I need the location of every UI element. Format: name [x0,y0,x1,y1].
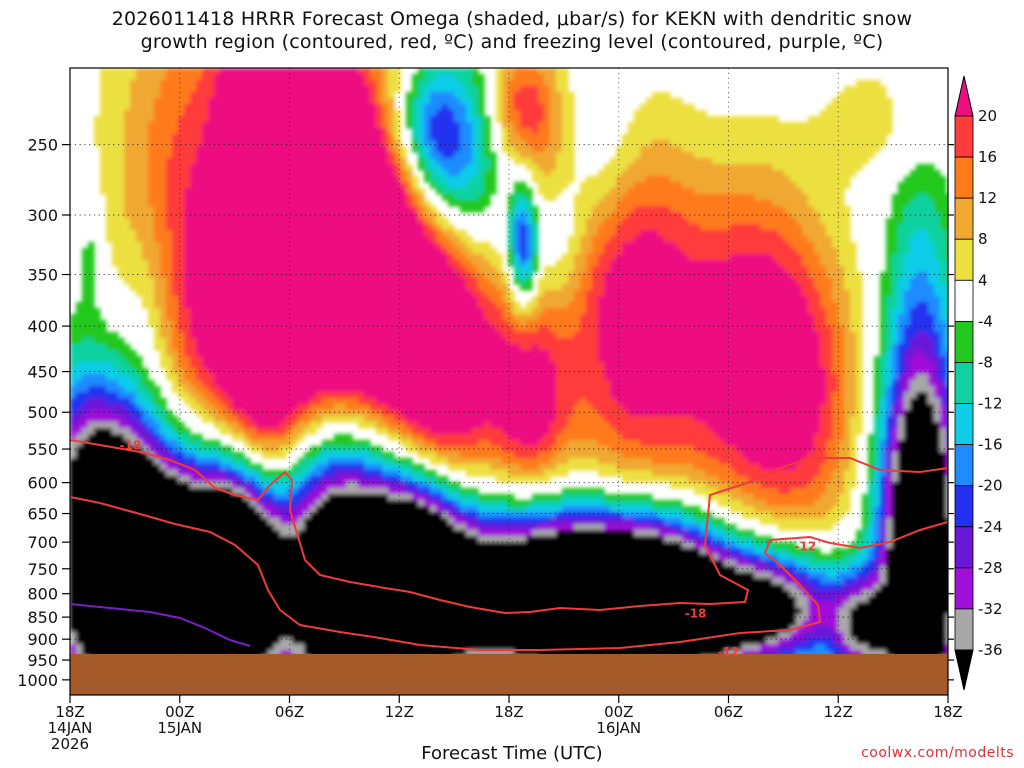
y-tick-label: 700 [27,533,58,552]
plot-area [70,68,948,695]
contour-label: -18 [685,606,707,620]
colorbar-bin [954,485,974,528]
colorbar-label: -24 [978,518,1003,536]
colorbar-bin [954,403,974,446]
y-tick-label: 350 [27,266,58,285]
colorbar-label: 20 [978,107,997,125]
y-tick-label: 450 [27,363,58,382]
credit-text: coolwx.com/modelts [861,745,1014,761]
x-tick-label: 18Z [494,703,523,721]
x-tick-label: 00Z [165,703,194,721]
colorbar-label: -4 [978,312,993,330]
colorbar-label: -36 [978,641,1003,659]
omega-shading [70,68,948,695]
colorbar-bin [954,156,974,199]
y-tick-label: 850 [27,608,58,627]
y-tick-label: 950 [27,651,58,670]
y-tick-label: 900 [27,630,58,649]
colorbar-label: 8 [978,230,988,248]
x-tick-label: 00Z [604,703,633,721]
colorbar-label: -32 [978,600,1003,618]
contour-label: -12 [794,540,816,554]
x-tick-label: 18Z [55,703,84,721]
colorbar-bin [954,608,974,651]
colorbar-label: -16 [978,436,1003,454]
y-tick-label: 550 [27,440,58,459]
y-tick-label: 600 [27,474,58,493]
colorbar-label: 12 [978,189,997,207]
ground-below-surface [70,653,948,695]
colorbar: 20 16 12 8 4 -4 -8 -12 -16 -20 -24 -28 -32 -36 [954,75,1003,691]
x-tick-label: 18Z [933,703,962,721]
colorbar-bin [954,444,974,487]
y-tick-label: 650 [27,505,58,524]
chart-title-line-1: 2026011418 HRRR Forecast Omega (shaded, … [111,8,913,30]
y-tick-label: 800 [27,585,58,604]
contour-labels: -18 -18 -12 -12 [120,439,817,659]
colorbar-bin [954,567,974,610]
y-tick-label: 400 [27,317,58,336]
contour-label: -12 [718,645,740,659]
y-tick-label: 500 [27,403,58,422]
x-tick-label: 15JAN [157,719,202,737]
x-axis-label: Forecast Time (UTC) [421,743,603,764]
x-tick-label: 06Z [275,703,304,721]
x-tick-label: 12Z [824,703,853,721]
x-tick-label: 12Z [385,703,414,721]
freezing-level-contour [70,603,251,647]
x-tick-label: 16JAN [596,719,641,737]
colorbar-bin [954,238,974,281]
colorbar-top-arrow [954,75,974,117]
colorbar-label: 4 [978,271,988,289]
y-axis: 250 300 350 400 450 500 550 600 650 700 750 800 850 9… [17,136,954,690]
contour-label: -18 [120,439,142,453]
y-tick-label: 750 [27,560,58,579]
colorbar-bin [954,115,974,158]
colorbar-bottom-arrow [954,649,974,691]
colorbar-label: -28 [978,559,1003,577]
x-tick-label: 2026 [51,735,89,753]
colorbar-label: -12 [978,395,1003,413]
colorbar-bin [954,197,974,240]
colorbar-bin [954,526,974,569]
y-tick-label: 250 [27,136,58,155]
dgz-contour-2 [70,496,948,651]
x-tick-label: 06Z [714,703,743,721]
colorbar-bin [954,320,974,363]
y-tick-label: 300 [27,206,58,225]
x-tick-label: 14JAN [48,719,93,737]
chart-title: 2026011418 HRRR Forecast Omega (shaded, … [0,8,1024,54]
chart-title-line-2: growth region (contoured, red, ºC) and f… [140,31,884,53]
colorbar-label: -20 [978,477,1003,495]
contour-lines [70,439,948,651]
y-tick-label: 1000 [17,671,58,690]
dgz-contour-1 [70,439,948,615]
colorbar-bin [954,362,974,404]
colorbar-label: 16 [978,148,997,166]
colorbar-bin [954,279,974,322]
colorbar-label: -8 [978,353,993,371]
